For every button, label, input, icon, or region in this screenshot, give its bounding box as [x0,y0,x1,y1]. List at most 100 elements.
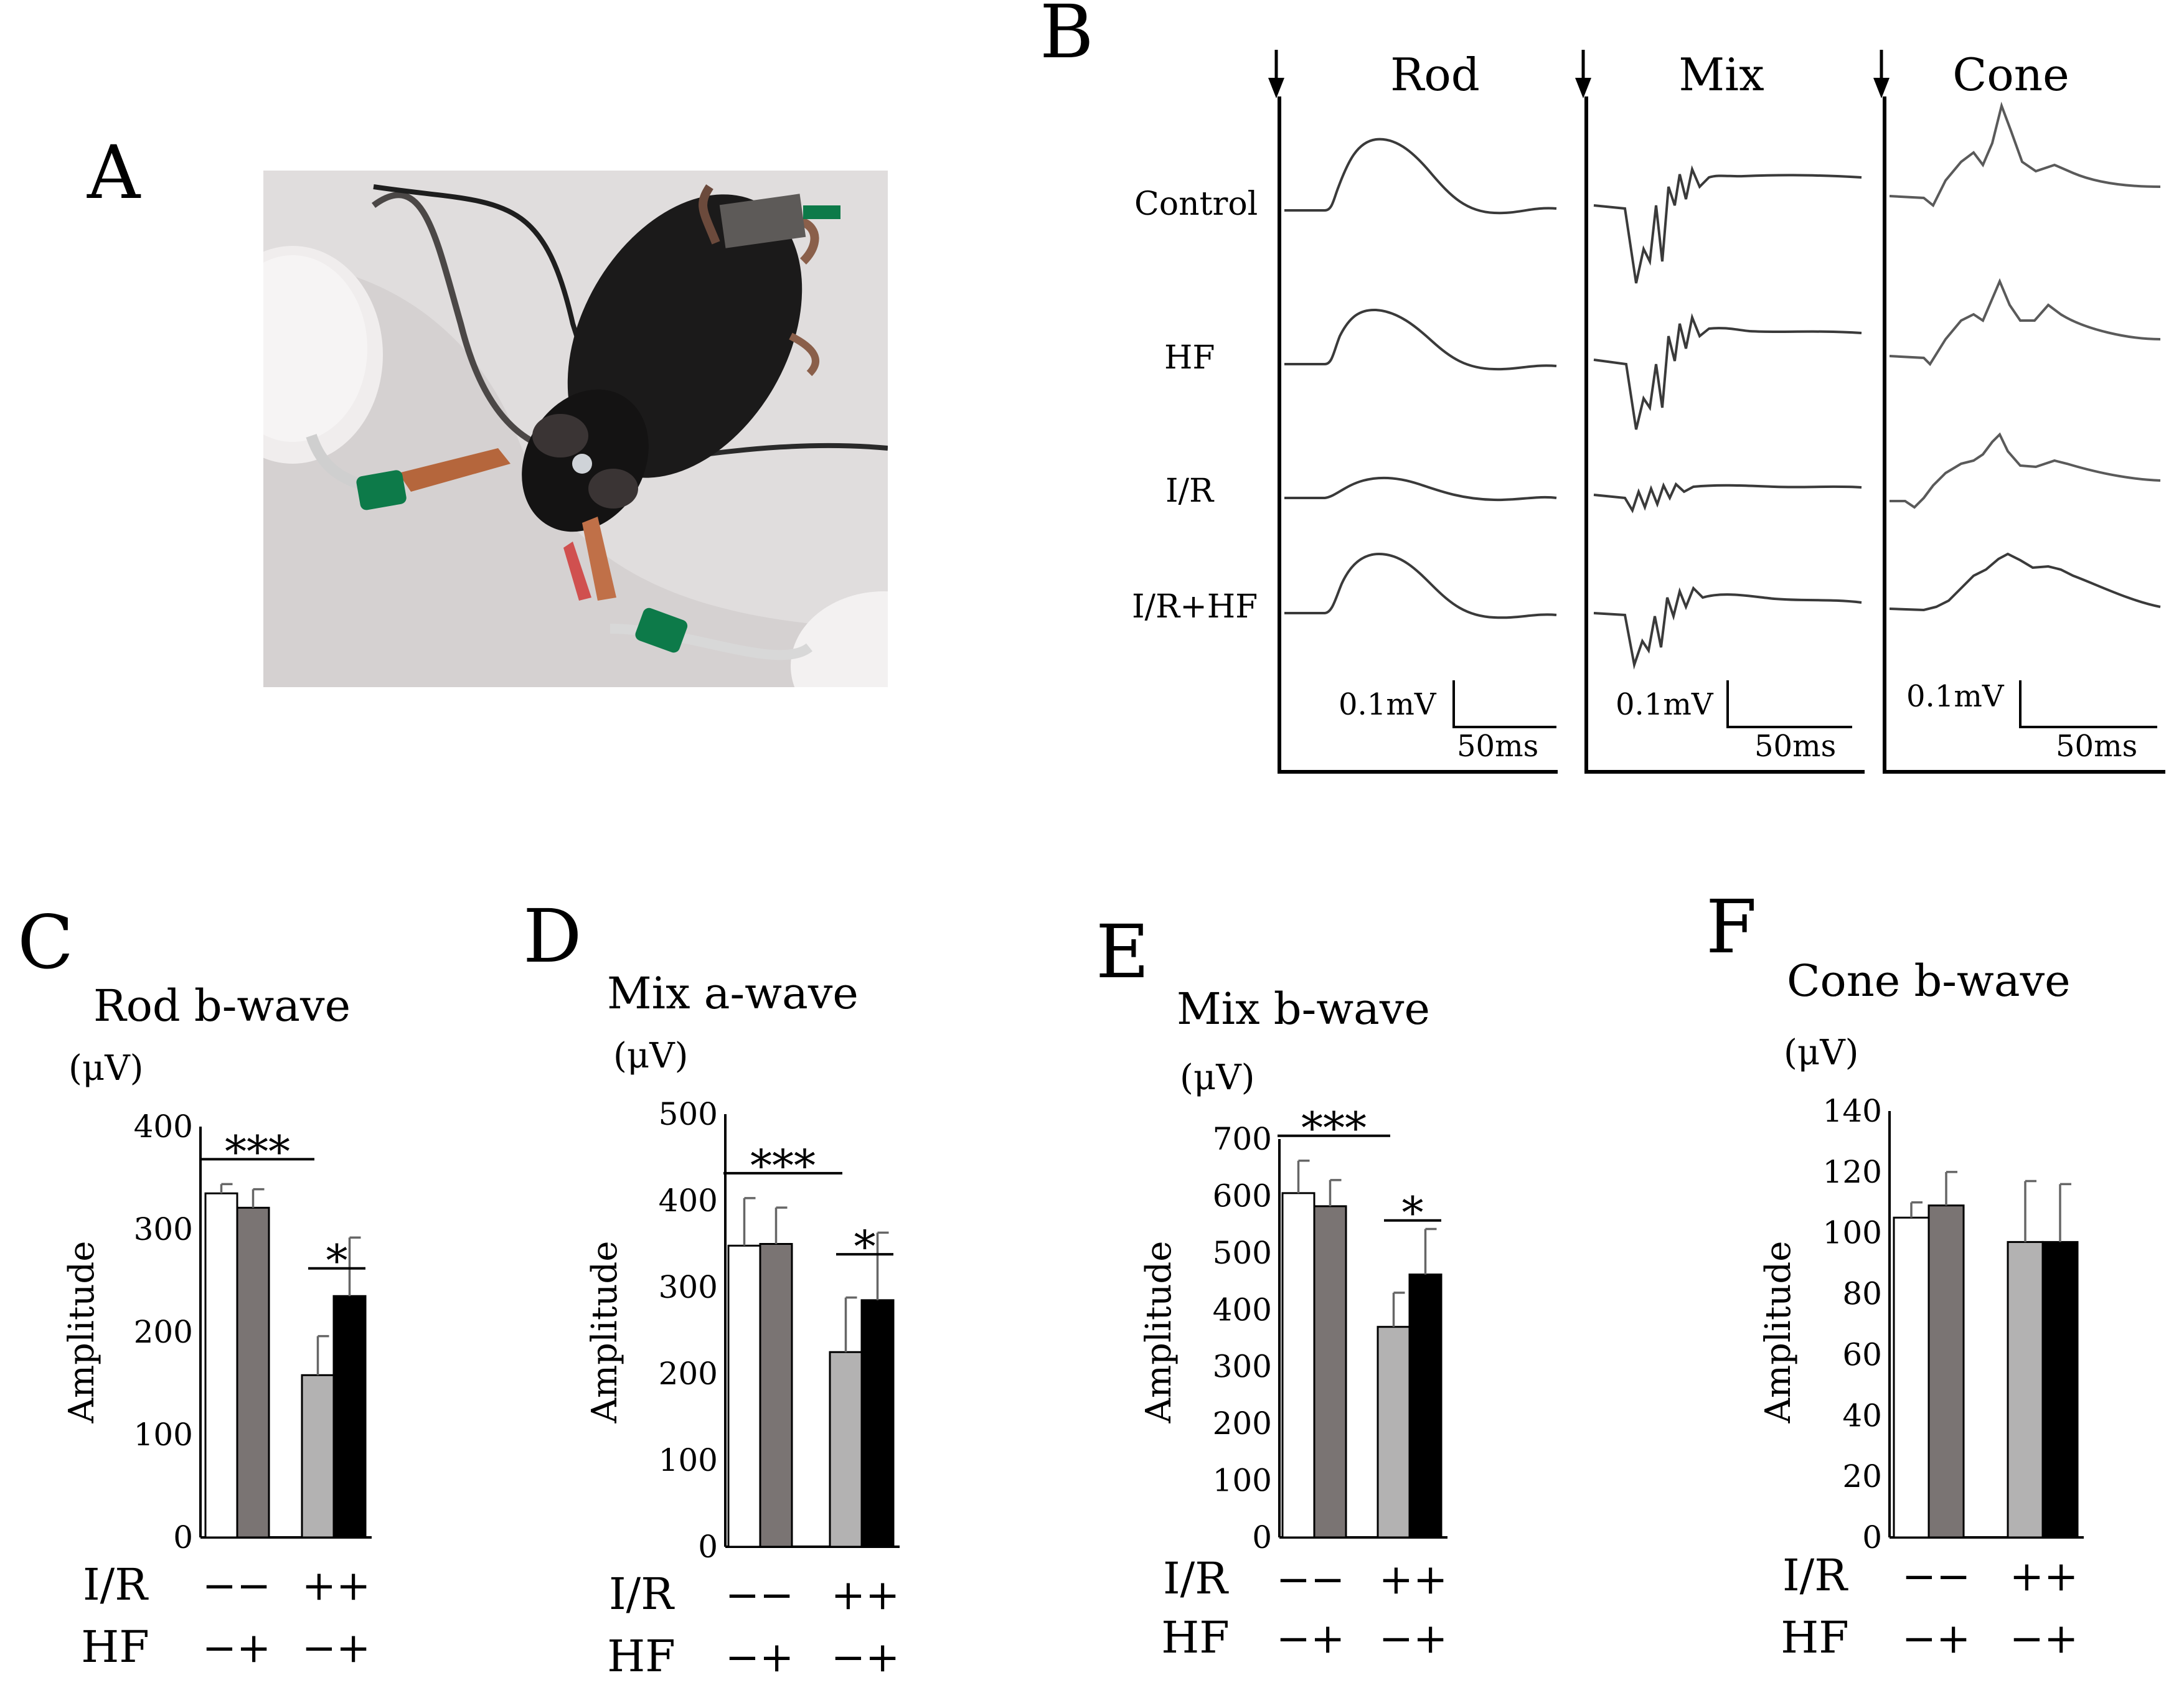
y-axis-label: Amplitude [585,1241,625,1424]
erg-trace-cone-hf [1889,278,2161,367]
erg-row-label-control: Control [1134,185,1258,223]
panel-a: A [87,129,888,687]
chart-title: Mix a-wave [607,968,859,1019]
bar-control [1893,1216,1930,1539]
condition-label: HF [81,1621,149,1672]
condition-signs: −+ [831,1633,900,1681]
condition-signs: ++ [302,1562,371,1610]
scale-label-voltage: 0.1mV [1339,687,1437,722]
bar-i-r-hf [1408,1274,1443,1539]
bar-i-r [1377,1326,1411,1539]
condition-signs: −− [725,1571,794,1619]
y-axis-label: Amplitude [1139,1241,1179,1424]
condition-label: HF [607,1631,675,1682]
condition-signs: −− [1276,1555,1345,1603]
condition-signs: −+ [202,1624,271,1672]
erg-trace-rod-control [1284,138,1557,215]
erg-row-label-hf: HF [1164,339,1215,377]
condition-signs: ++ [2010,1552,2079,1600]
y-tick-label: 0 [1252,1519,1272,1555]
erg-column-title: Mix [1678,49,1764,101]
significance-label: * [1402,1188,1424,1239]
significance-label: * [854,1221,876,1272]
y-tick-label: 500 [1213,1235,1272,1271]
y-tick-label: 100 [1823,1215,1882,1251]
condition-label: I/R [1163,1553,1229,1604]
y-axis-label: Amplitude [62,1241,102,1424]
y-axis-unit: (μV) [1180,1058,1255,1098]
y-tick-label: 200 [1213,1405,1272,1442]
y-tick-label: 300 [134,1211,193,1247]
y-tick-label: 100 [134,1417,193,1453]
y-tick-label: 0 [1862,1519,1882,1555]
condition-label: I/R [1782,1550,1848,1601]
erg-column-rod: Rod 0.1mV 50ms [1268,49,1558,774]
erg-row-label-irhf: I/R+HF [1132,588,1258,626]
y-tick-label: 60 [1842,1336,1882,1372]
y-tick-label: 200 [134,1314,193,1350]
panel-letter-e: E [1096,909,1149,995]
y-tick-label: 0 [173,1519,193,1555]
significance-label: *** [1301,1103,1367,1154]
bar-chart-d: D Mix a-wave (μV) Amplitude 0 100 200 300 400 500… [523,893,900,1682]
bar-i-r [2007,1241,2044,1539]
arrow-down-icon [1268,78,1284,98]
bar-hf [1927,1204,1965,1539]
bar-control [204,1192,238,1539]
bar-i-r-hf [860,1299,895,1548]
y-tick-label: 0 [698,1529,718,1565]
erg-trace-cone-control [1889,101,2161,208]
y-tick-label: 20 [1842,1458,1882,1494]
condition-label: I/R [83,1559,149,1610]
erg-trace-mix-ir [1593,482,1862,514]
y-tick-label: 400 [1213,1292,1272,1328]
arrow-down-icon [1873,78,1890,98]
y-tick-label: 400 [659,1183,718,1219]
bar-control [1281,1192,1316,1539]
y-tick-label: 100 [1213,1463,1272,1499]
condition-label: I/R [609,1569,675,1620]
panel-b: B Rod 0.1mV 50ms Mix [1040,0,2165,774]
panel-letter-a: A [87,129,141,215]
chart-title: Cone b-wave [1787,955,2071,1006]
y-tick-label: 500 [659,1096,718,1132]
erg-trace-rod-hf [1284,308,1557,371]
erg-column-cone: Cone 0.1mV 50ms [1873,49,2165,774]
condition-signs: −+ [1276,1615,1345,1663]
erg-trace-cone-ir [1890,432,2161,509]
bar-hf [759,1243,793,1548]
bar-i-r-hf [2041,1241,2079,1539]
y-tick-label: 40 [1842,1397,1882,1433]
condition-signs: −− [202,1562,271,1610]
significance-label: * [326,1236,348,1287]
y-tick-label: 300 [659,1269,718,1305]
condition-signs: −− [1902,1552,1971,1600]
erg-trace-mix-irhf [1593,586,1862,670]
y-tick-label: 400 [134,1109,193,1145]
condition-label: HF [1161,1612,1230,1663]
y-tick-label: 100 [659,1442,718,1478]
y-tick-label: 200 [659,1356,718,1392]
erg-trace-cone-irhf [1889,552,2161,612]
bar-hf [1313,1205,1347,1539]
erg-trace-rod-irhf [1284,552,1557,619]
scale-label-voltage: 0.1mV [1616,687,1714,722]
bar-control [727,1244,761,1548]
y-tick-label: 300 [1213,1349,1272,1385]
y-axis-unit: (μV) [1784,1033,1859,1073]
scale-label-time: 50ms [1754,729,1836,764]
panel-letter-b: B [1040,0,1094,75]
scale-label-time: 50ms [2056,729,2137,764]
scale-label-time: 50ms [1457,729,1538,764]
significance-label: *** [750,1140,816,1191]
y-axis-label: Amplitude [1758,1241,1799,1424]
erg-trace-mix-hf [1593,313,1862,430]
y-axis-unit: (μV) [68,1048,144,1089]
condition-signs: −+ [1902,1615,1971,1663]
erg-column-mix: Mix 0.1mV 50ms [1575,49,1865,774]
bar-i-r-hf [332,1295,367,1539]
chart-title: Mix b-wave [1177,983,1430,1034]
erg-row-label-ir: I/R [1165,472,1215,510]
